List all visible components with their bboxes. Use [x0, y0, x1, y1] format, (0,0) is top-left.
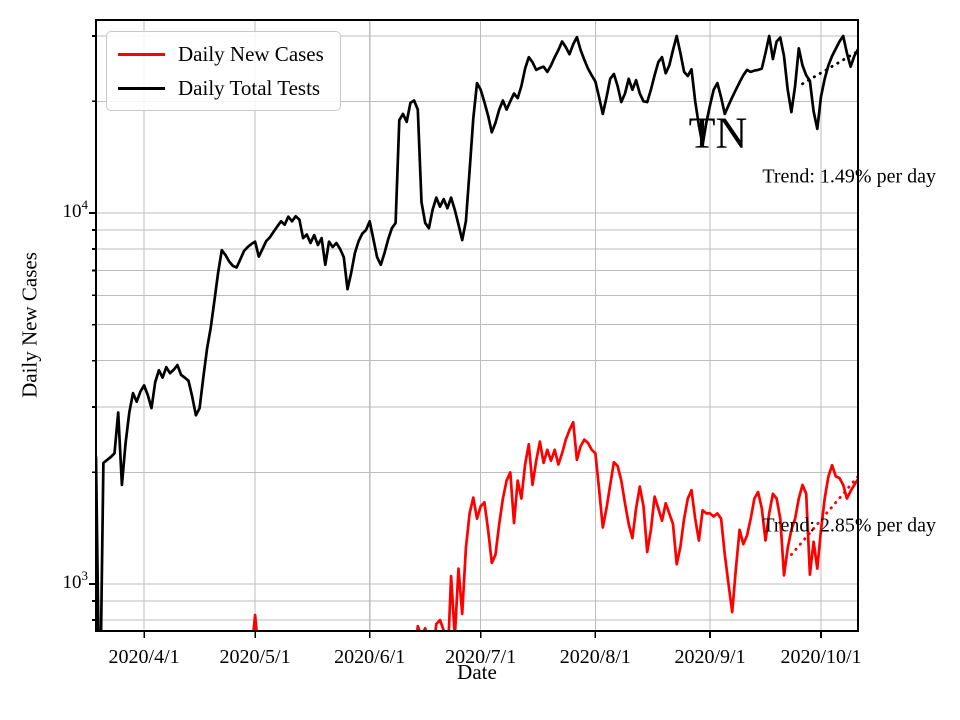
x-tick-label: 2020/6/1 [334, 646, 406, 668]
axes [89, 19, 859, 638]
legend-label-cases: Daily New Cases [178, 41, 324, 66]
x-tick-label: 2020/8/1 [559, 646, 631, 668]
state-annotation: TN [688, 108, 748, 158]
legend: Daily New Cases Daily Total Tests [106, 31, 341, 111]
series-line-daily-new-cases [252, 420, 858, 631]
y-axis-label: Daily New Cases [17, 252, 42, 398]
legend-item-cases: Daily New Cases [118, 37, 324, 71]
x-tick-label: 2020/10/1 [780, 646, 862, 668]
x-tick-label: 2020/5/1 [219, 646, 291, 668]
plot-border [95, 19, 859, 632]
y-tick-label: 104 [62, 196, 89, 222]
x-axis-label: Date [457, 660, 497, 684]
red-line-sample [118, 52, 165, 56]
series-group [96, 34, 858, 631]
tests-trend-annotation: Trend: 1.49% per day [762, 165, 936, 188]
black-line-sample [118, 86, 165, 90]
x-tick-label: 2020/4/1 [108, 646, 180, 668]
legend-item-tests: Daily Total Tests [118, 71, 324, 105]
cases-trend-annotation: Trend: 2.85% per day [762, 514, 936, 537]
x-tick-label: 2020/7/1 [445, 646, 517, 668]
x-tick-label: 2020/9/1 [674, 646, 746, 668]
y-tick-label: 103 [62, 567, 89, 593]
legend-label-tests: Daily Total Tests [178, 75, 321, 100]
series-line-daily-total-tests [96, 34, 858, 631]
gridlines [96, 20, 858, 631]
trend-dotted-line [801, 49, 858, 86]
